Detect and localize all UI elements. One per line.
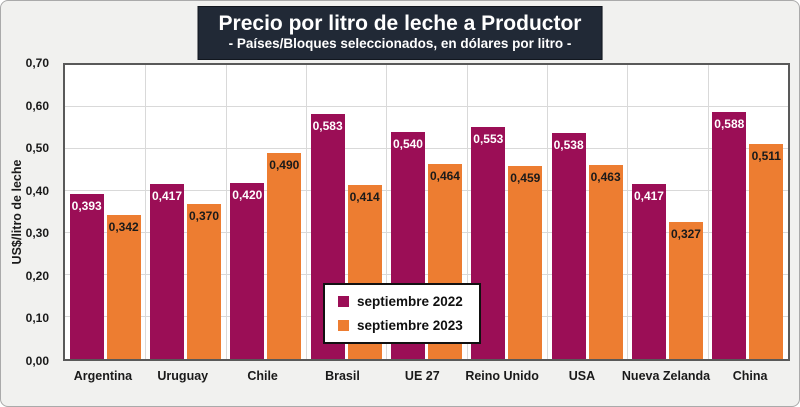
bar-septiembre-2022: 0,393	[69, 193, 104, 359]
h-gridline	[65, 190, 788, 191]
v-gridline	[707, 65, 709, 359]
bar-value-label: 0,342	[108, 220, 139, 235]
legend-swatch-2023-icon	[338, 319, 349, 331]
v-gridline	[386, 65, 388, 359]
bar-septiembre-2022: 0,538	[551, 133, 586, 359]
bar-value-label: 0,588	[714, 117, 745, 132]
bar-value-label: 0,583	[312, 119, 343, 134]
y-tick-label: 0,70	[25, 56, 49, 70]
x-axis-label-argentina: Argentina	[73, 369, 133, 383]
bar-septiembre-2023: 0,490	[267, 153, 302, 359]
bar-group-chile: 0,420 0,490	[226, 65, 306, 359]
v-gridline	[306, 65, 307, 359]
h-gridline	[65, 274, 788, 275]
chart-subtitle: - Países/Bloques seleccionados, en dólar…	[228, 36, 572, 52]
bar-group-nueva-zelanda: 0,417 0,327	[627, 65, 707, 359]
y-tick-label: 0,20	[25, 268, 49, 283]
plot-area: 0,393 0,342 0,417 0,370 0,420 0,490 0,583 0,414…	[63, 63, 790, 361]
bar-group-china: 0,588 0,511	[708, 65, 788, 359]
bar-value-label: 0,540	[392, 137, 423, 152]
legend: septiembre 2022 septiembre 2023	[323, 283, 481, 344]
bar-value-label: 0,417	[151, 188, 182, 203]
y-tick-label: 0,00	[25, 354, 49, 368]
v-gridline	[466, 65, 468, 359]
bar-septiembre-2022: 0,420	[230, 182, 265, 359]
bar-septiembre-2023: 0,370	[186, 203, 221, 359]
y-axis-ticks: 0,00 0,10 0,20 0,30 0,40 0,50 0,60 0,70	[1, 57, 56, 367]
bar-value-label: 0,553	[473, 131, 504, 146]
x-axis-label-reino-unido: Reino Unido	[465, 369, 539, 383]
x-axis-label-chile: Chile	[247, 369, 278, 383]
y-tick-label: 0,30	[25, 226, 49, 241]
h-gridline	[65, 106, 788, 107]
chart-title-box: Precio por litro de leche a Productor - …	[197, 6, 603, 61]
legend-swatch-2022-icon	[338, 296, 349, 308]
bar-value-label: 0,459	[510, 171, 541, 186]
bar-value-label: 0,417	[633, 188, 664, 203]
y-tick-label: 0,40	[25, 183, 49, 198]
x-axis-labels: Argentina Uruguay Chile Brasil UE 27 Reino Un…	[63, 369, 790, 383]
bar-septiembre-2023: 0,342	[106, 215, 141, 359]
v-gridline	[627, 65, 629, 359]
bar-septiembre-2023: 0,511	[749, 144, 784, 359]
legend-item-septiembre-2023: septiembre 2023	[338, 317, 463, 333]
x-axis-label-usa: USA	[568, 369, 596, 383]
bar-value-label: 0,464	[429, 169, 460, 184]
v-gridline	[225, 65, 227, 359]
bar-value-label: 0,463	[590, 169, 621, 184]
h-gridline	[65, 148, 788, 149]
x-axis-label-brasil: Brasil	[325, 369, 360, 383]
bar-value-label: 0,370	[188, 208, 219, 223]
bar-septiembre-2023: 0,459	[508, 166, 543, 359]
legend-label-2022: septiembre 2022	[357, 294, 463, 309]
v-gridline	[145, 65, 147, 359]
bar-group-uruguay: 0,417 0,370	[145, 65, 225, 359]
bar-septiembre-2022: 0,417	[149, 183, 184, 359]
bar-group-argentina: 0,393 0,342	[65, 65, 145, 359]
x-axis-label-nueva-zelanda: Nueva Zelanda	[621, 369, 711, 383]
bar-septiembre-2022: 0,417	[631, 183, 666, 359]
y-tick-label: 0,10	[25, 311, 49, 326]
bar-value-label: 0,420	[232, 187, 263, 202]
y-tick-label: 0,50	[25, 141, 49, 156]
x-axis-label-ue-27: UE 27	[404, 369, 440, 383]
chart-title: Precio por litro de leche a Productor	[218, 12, 582, 35]
bar-septiembre-2022: 0,588	[712, 112, 747, 359]
bar-value-label: 0,538	[553, 138, 584, 153]
legend-item-septiembre-2022: septiembre 2022	[338, 295, 463, 309]
bar-value-label: 0,393	[71, 198, 102, 213]
y-tick-label: 0,60	[25, 98, 49, 113]
v-gridline	[547, 65, 548, 359]
bar-septiembre-2023: 0,463	[588, 164, 623, 359]
bar-septiembre-2023: 0,327	[668, 221, 703, 359]
bar-value-label: 0,414	[349, 190, 380, 205]
bar-group-usa: 0,538 0,463	[547, 65, 627, 359]
legend-label-2023: septiembre 2023	[357, 317, 463, 333]
x-axis-label-china: China	[732, 369, 768, 383]
h-gridline	[65, 232, 788, 233]
bar-value-label: 0,490	[269, 158, 300, 173]
bar-value-label: 0,327	[670, 226, 701, 241]
bar-value-label: 0,511	[751, 149, 781, 164]
x-axis-label-uruguay: Uruguay	[157, 369, 209, 383]
